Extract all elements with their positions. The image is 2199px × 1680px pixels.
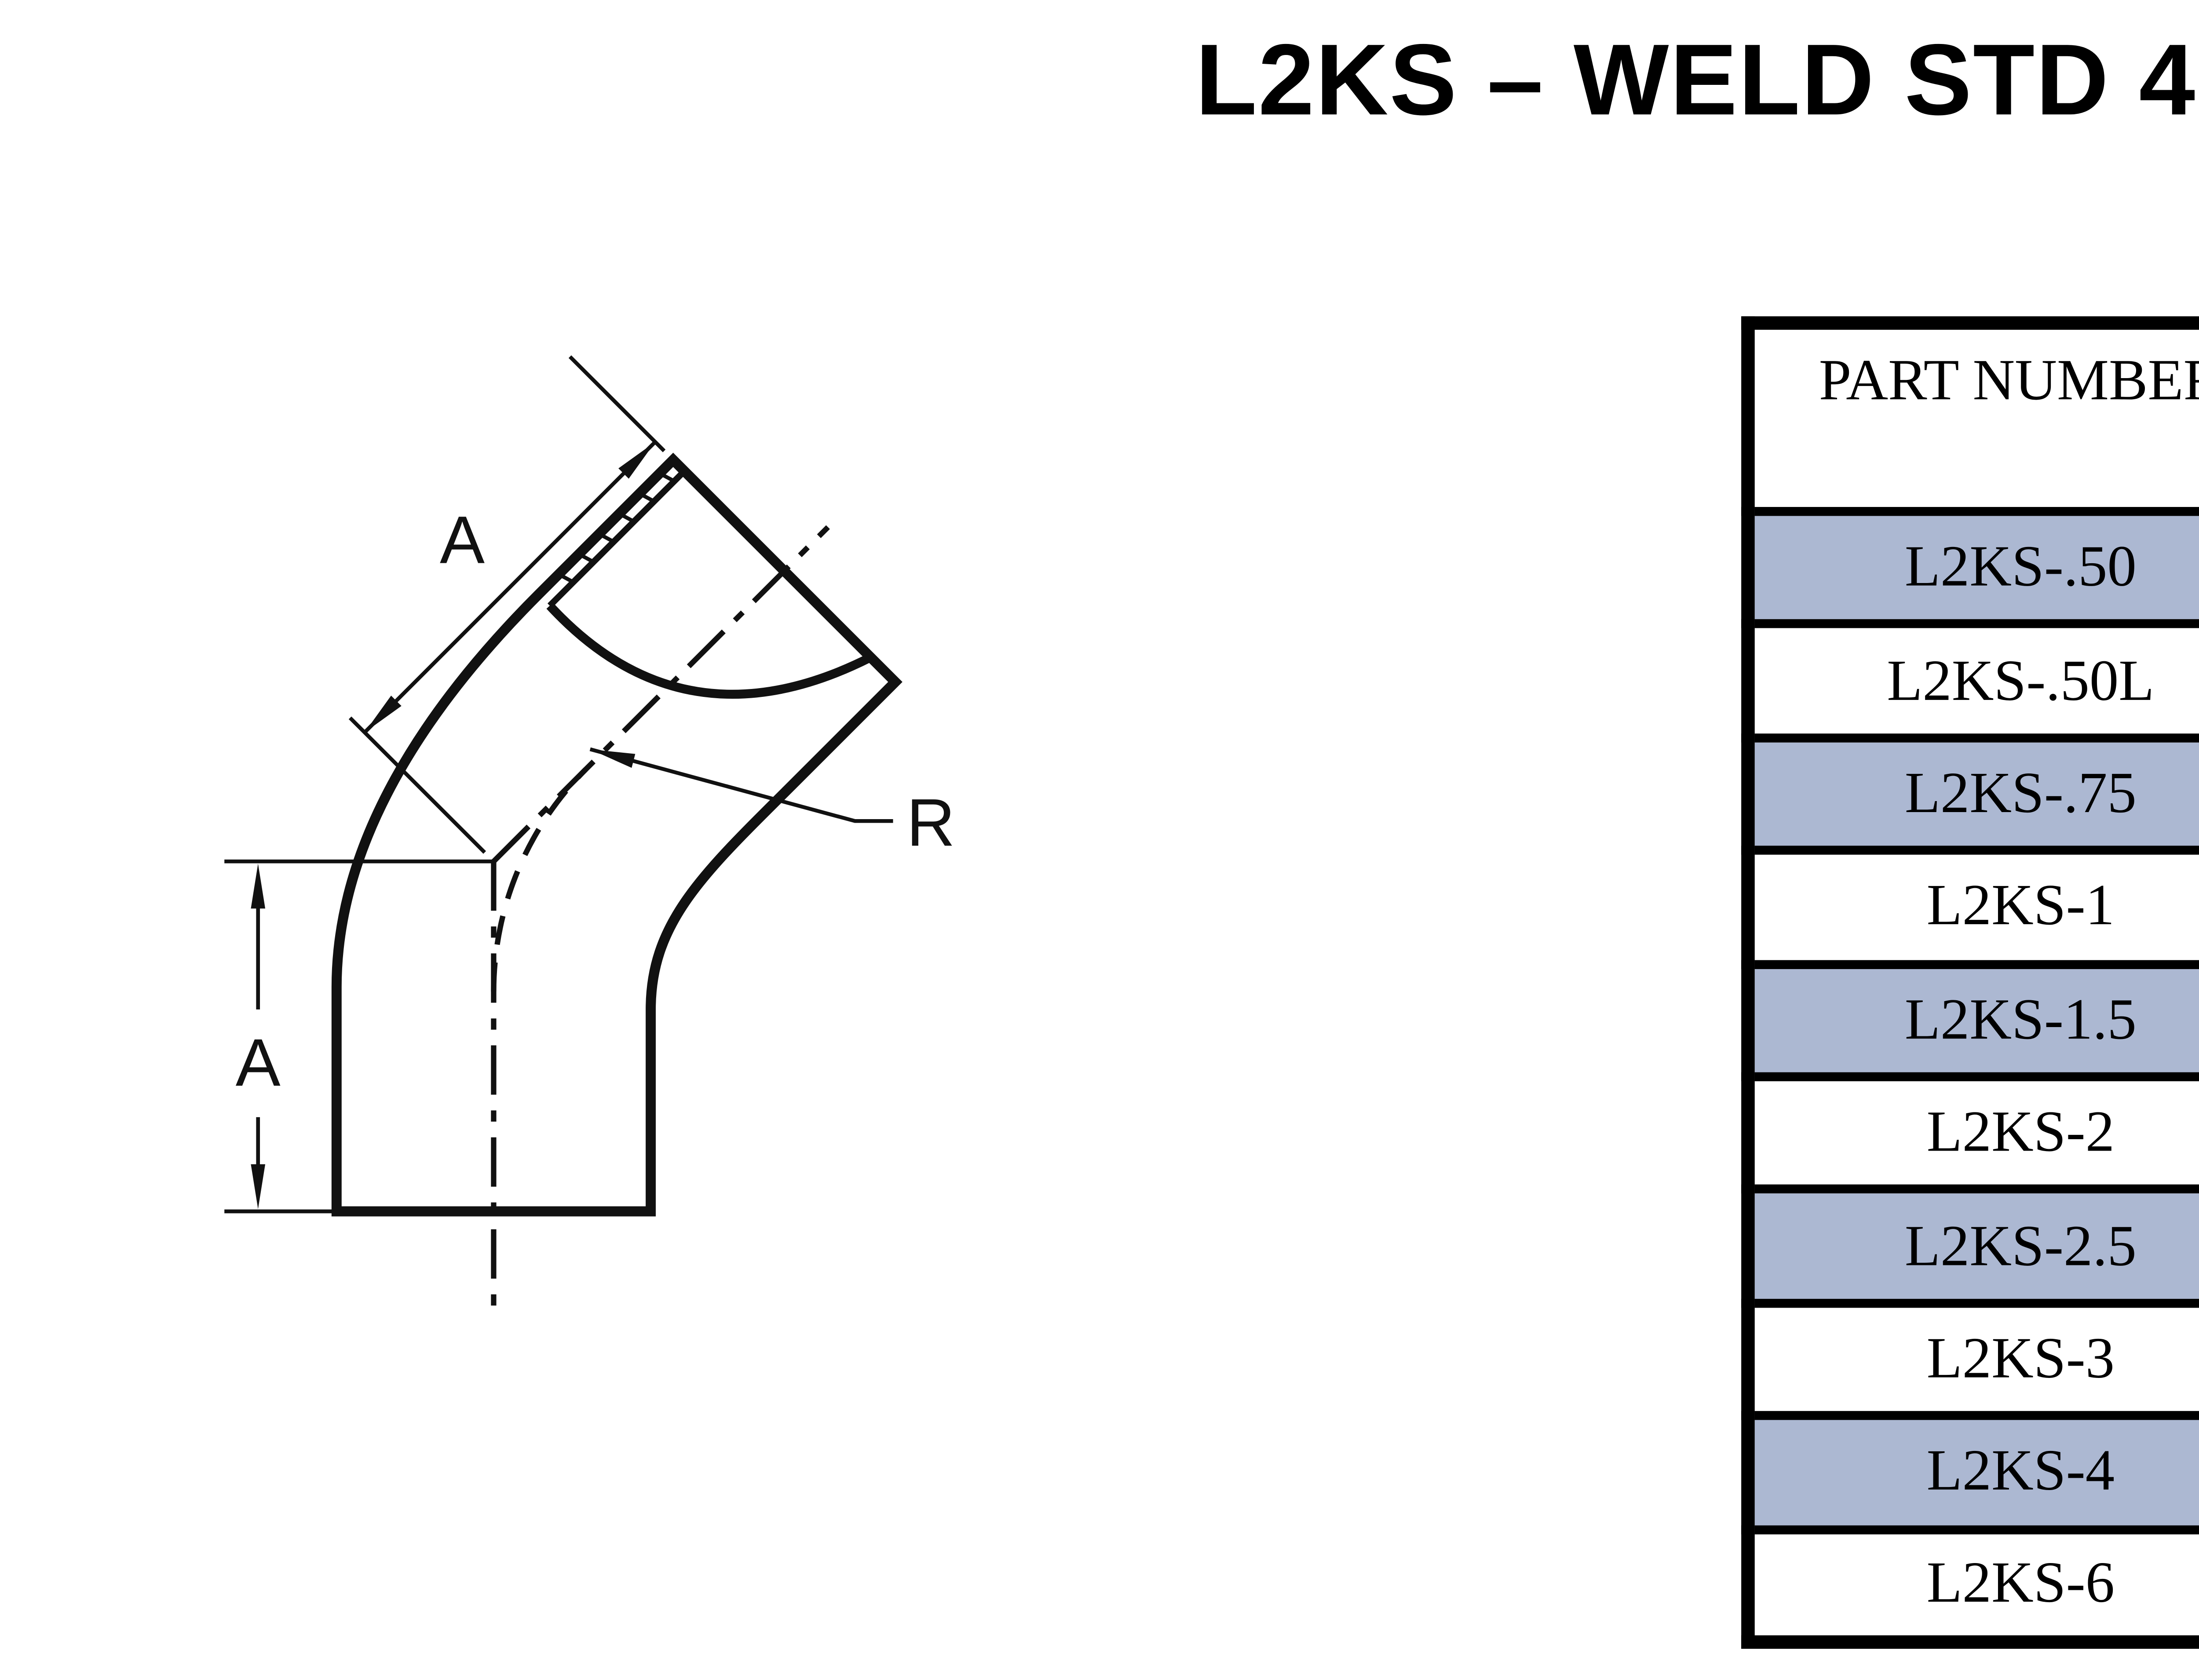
arrowhead-down — [251, 1164, 266, 1209]
table-row: L2KS-1.5 1-1/2 1.625 2.250 — [1743, 959, 2199, 1082]
arrowhead-upper-right — [618, 442, 655, 479]
cell-part-number: L2KS-2 — [1743, 1072, 2199, 1195]
weld-seam-line — [547, 469, 687, 608]
table-row: L2KS-3 3 3.688 4.500 — [1743, 1298, 2199, 1421]
radius-leader — [589, 747, 893, 823]
weld-hatch — [558, 471, 676, 584]
table-row: L2KS-.75 3/4 2.250 1.125 — [1743, 733, 2199, 855]
cell-part-number: L2KS-.75 — [1743, 733, 2199, 855]
cell-part-number: L2KS-2.5 — [1743, 1185, 2199, 1308]
spec-table-wrap: PART NUMBER SIZE (inches) A (inches) R (… — [1741, 316, 2199, 1649]
cell-part-number: L2KS-.50 — [1743, 507, 2199, 629]
header-part-number-label: PART NUMBER — [1819, 347, 2199, 413]
dim-a-vertical-label: A — [236, 1025, 281, 1100]
dim-a-angled-lines — [348, 355, 666, 854]
cell-part-number: L2KS-1 — [1743, 846, 2199, 968]
arrowhead-radius — [590, 749, 636, 768]
cell-part-number: L2KS-4 — [1743, 1411, 2199, 1534]
table-row: L2KS-4 4 4.812 6.000 — [1743, 1411, 2199, 1534]
spec-table: PART NUMBER SIZE (inches) A (inches) R (… — [1741, 316, 2199, 1649]
elbow-diagram: A A R — [224, 355, 955, 1317]
spec-table-body: L2KS-.50 1/2 2.250 .750 L2KS-.50L 1/2 2.… — [1743, 507, 2199, 1647]
cell-part-number: L2KS-3 — [1743, 1298, 2199, 1421]
table-row: L2KS-2.5 2-1/2 3.000 3.750 — [1743, 1185, 2199, 1308]
arrowhead-lower-left — [365, 696, 402, 732]
table-row: L2KS-2 2 2.312 3.000 — [1743, 1072, 2199, 1195]
page-title: L2KS – WELD STD 45 ELBOW — [1195, 22, 2199, 137]
dim-a-angled-label: A — [440, 503, 485, 578]
table-row: L2KS-.50L 1/2 2.250 1.125 — [1743, 620, 2199, 742]
mouth-arc — [546, 602, 873, 699]
table-row: L2KS-1 1 1.188 1.500 — [1743, 846, 2199, 968]
cell-part-number: L2KS-1.5 — [1743, 959, 2199, 1082]
table-row: L2KS-6 6 7.500 9.000 — [1743, 1524, 2199, 1647]
arrowhead-up — [251, 864, 266, 909]
header-part-number: PART NUMBER — [1743, 318, 2199, 516]
radius-arc — [491, 767, 588, 992]
table-row: L2KS-.50 1/2 2.250 .750 — [1743, 507, 2199, 629]
header-row: PART NUMBER SIZE (inches) A (inches) R (… — [1743, 318, 2199, 516]
elbow-outline — [331, 452, 902, 1217]
cell-part-number: L2KS-.50L — [1743, 620, 2199, 742]
radius-label: R — [906, 785, 955, 860]
dim-a-vertical-lines — [224, 859, 494, 1214]
centerline-angled — [492, 525, 830, 864]
cell-part-number: L2KS-6 — [1743, 1524, 2199, 1647]
